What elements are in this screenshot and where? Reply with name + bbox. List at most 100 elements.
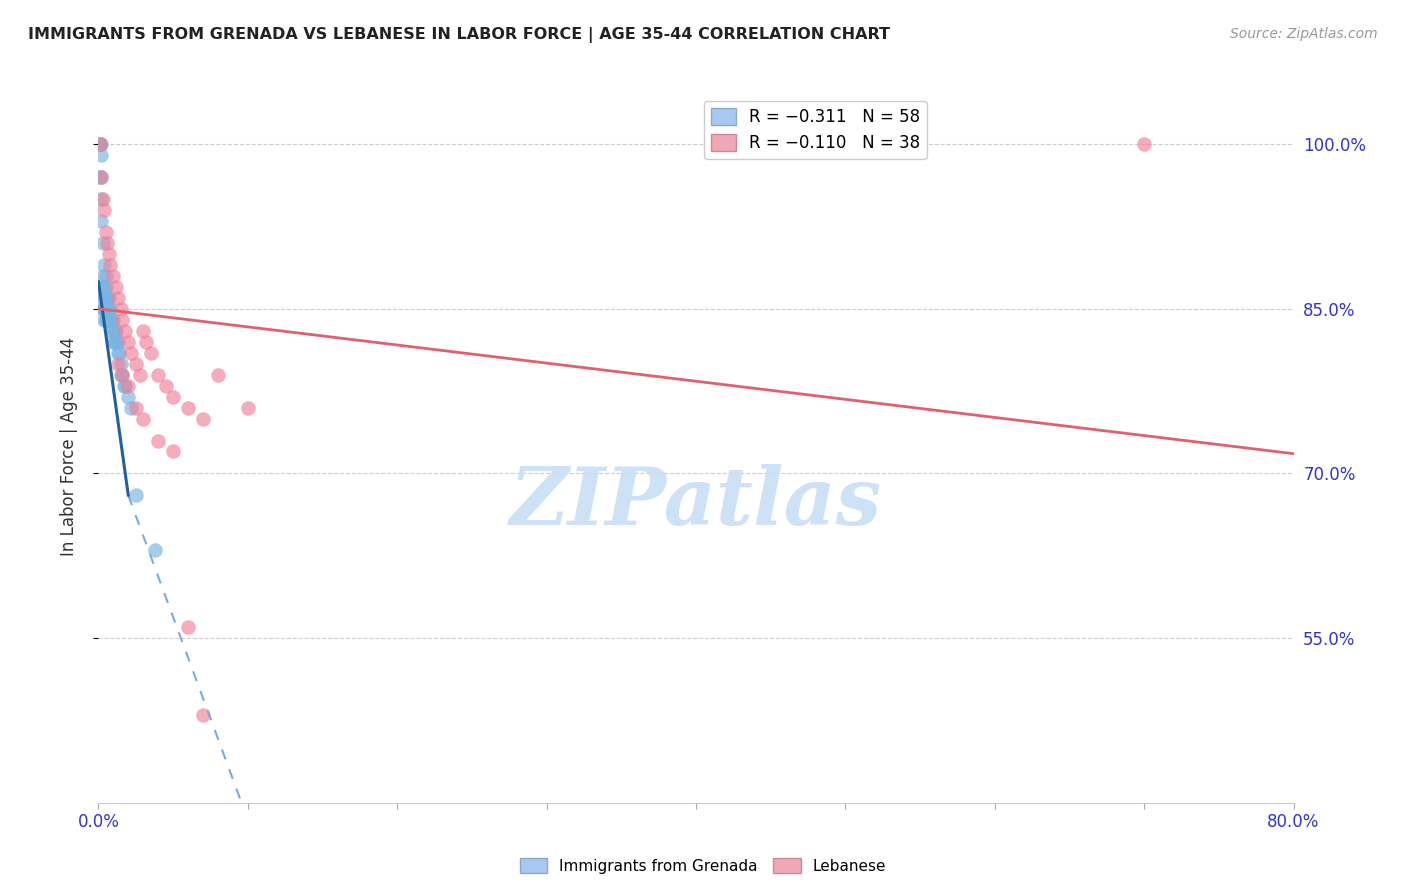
Point xyxy=(110,357,132,371)
Point xyxy=(103,268,125,283)
Point xyxy=(91,280,114,294)
Point xyxy=(162,390,184,404)
Y-axis label: In Labor Force | Age 35-44: In Labor Force | Age 35-44 xyxy=(59,336,77,556)
Point xyxy=(114,378,136,392)
Point xyxy=(111,312,134,326)
Point xyxy=(125,357,148,371)
Point xyxy=(177,401,200,415)
Point xyxy=(100,312,122,326)
Point xyxy=(94,225,117,239)
Point xyxy=(148,368,170,382)
Point xyxy=(104,324,127,338)
Point xyxy=(207,368,229,382)
Point xyxy=(117,378,139,392)
Point xyxy=(120,401,142,415)
Point xyxy=(89,169,111,184)
Point xyxy=(107,357,129,371)
Point xyxy=(94,268,117,283)
Point xyxy=(94,280,117,294)
Point xyxy=(94,312,117,326)
Point xyxy=(90,169,112,184)
Text: ZIPatlas: ZIPatlas xyxy=(510,465,882,541)
Point xyxy=(103,324,125,338)
Point xyxy=(93,291,115,305)
Point xyxy=(96,312,118,326)
Point xyxy=(91,301,114,316)
Point xyxy=(97,312,120,326)
Point xyxy=(105,334,128,349)
Point xyxy=(191,411,214,425)
Point xyxy=(117,390,139,404)
Point xyxy=(120,345,142,359)
Point xyxy=(97,312,120,326)
Point xyxy=(100,301,122,316)
Point xyxy=(91,235,114,250)
Point xyxy=(93,202,115,217)
Point xyxy=(105,280,128,294)
Point xyxy=(94,301,117,316)
Point xyxy=(101,324,124,338)
Point xyxy=(107,334,129,349)
Point xyxy=(103,312,125,326)
Point xyxy=(100,258,122,272)
Point xyxy=(90,169,112,184)
Point xyxy=(125,488,148,502)
Point xyxy=(105,324,128,338)
Point xyxy=(93,280,115,294)
Point xyxy=(112,378,135,392)
Point xyxy=(104,334,127,349)
Point xyxy=(111,368,134,382)
Point xyxy=(97,291,120,305)
Point xyxy=(96,235,118,250)
Point xyxy=(139,345,162,359)
Point xyxy=(110,301,132,316)
Point xyxy=(108,345,131,359)
Point xyxy=(177,620,200,634)
Point xyxy=(90,192,112,206)
Point xyxy=(135,334,157,349)
Point xyxy=(90,214,112,228)
Point xyxy=(91,268,114,283)
Point xyxy=(125,401,148,415)
Point xyxy=(90,148,112,162)
Point xyxy=(162,444,184,458)
Point xyxy=(89,137,111,152)
Point xyxy=(94,301,117,316)
Point xyxy=(110,368,132,382)
Point xyxy=(148,434,170,448)
Point xyxy=(97,301,120,316)
Point xyxy=(191,708,214,723)
Point xyxy=(91,301,114,316)
Point xyxy=(96,301,118,316)
Point xyxy=(1133,137,1156,152)
Point xyxy=(90,137,112,152)
Point xyxy=(111,368,134,382)
Point xyxy=(89,137,111,152)
Point xyxy=(236,401,259,415)
Point xyxy=(101,312,124,326)
Point xyxy=(143,543,166,558)
Point xyxy=(155,378,177,392)
Text: IMMIGRANTS FROM GRENADA VS LEBANESE IN LABOR FORCE | AGE 35-44 CORRELATION CHART: IMMIGRANTS FROM GRENADA VS LEBANESE IN L… xyxy=(28,27,890,43)
Point xyxy=(129,368,152,382)
Point xyxy=(91,291,114,305)
Point xyxy=(94,291,117,305)
Point xyxy=(97,247,120,261)
Legend: Immigrants from Grenada, Lebanese: Immigrants from Grenada, Lebanese xyxy=(513,852,893,880)
Point xyxy=(107,291,129,305)
Point xyxy=(132,324,155,338)
Point xyxy=(89,137,111,152)
Point xyxy=(96,301,118,316)
Point xyxy=(117,334,139,349)
Point xyxy=(103,334,125,349)
Point xyxy=(100,312,122,326)
Text: Source: ZipAtlas.com: Source: ZipAtlas.com xyxy=(1230,27,1378,41)
Legend: R = −0.311   N = 58, R = −0.110   N = 38: R = −0.311 N = 58, R = −0.110 N = 38 xyxy=(704,101,927,159)
Point xyxy=(91,192,114,206)
Point xyxy=(96,291,118,305)
Point xyxy=(93,258,115,272)
Point xyxy=(93,301,115,316)
Point xyxy=(132,411,155,425)
Point xyxy=(114,324,136,338)
Point xyxy=(96,291,118,305)
